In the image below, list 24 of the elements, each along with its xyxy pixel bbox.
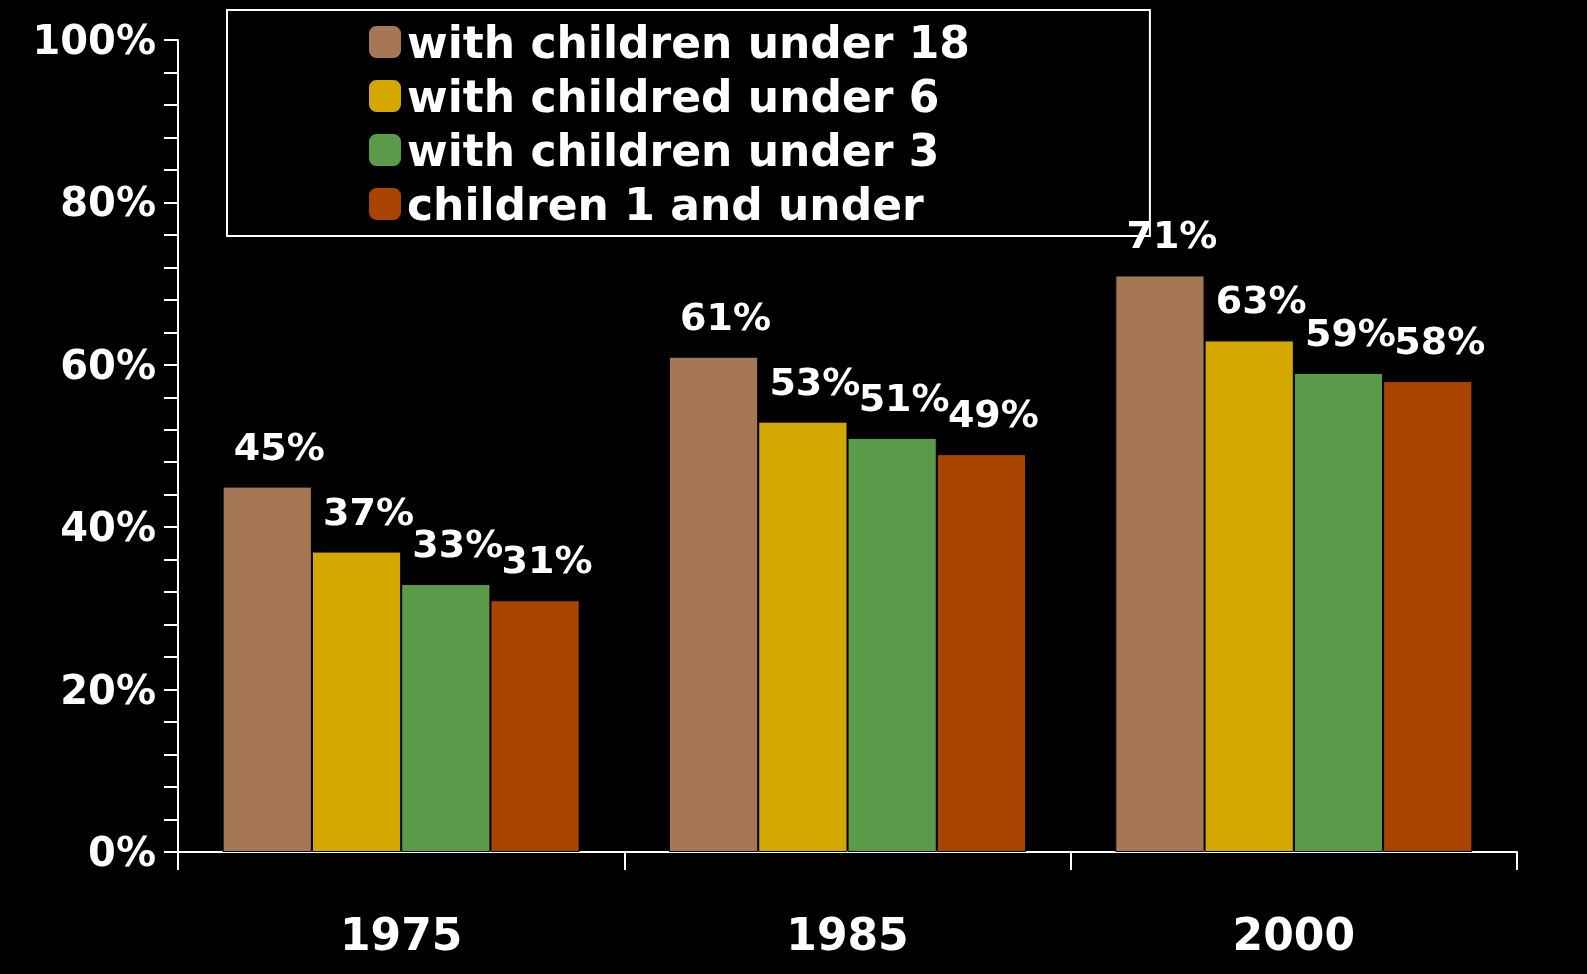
data-label: 53% <box>769 359 861 404</box>
data-label: 61% <box>680 294 772 339</box>
x-tick-label: 2000 <box>1232 908 1356 960</box>
data-label: 71% <box>1126 213 1218 258</box>
x-tick-label: 1975 <box>339 908 463 960</box>
data-label: 59% <box>1304 310 1396 355</box>
x-tick-label: 1985 <box>786 908 909 960</box>
data-label: 31% <box>501 538 593 583</box>
data-label: 45% <box>233 424 325 469</box>
data-label: 58% <box>1394 319 1486 364</box>
data-label: 37% <box>323 489 415 534</box>
y-tick-label: 100% <box>32 17 156 63</box>
legend-label: children 1 and under <box>407 178 924 230</box>
y-tick-label: 60% <box>60 341 156 388</box>
y-tick-label: 40% <box>60 504 156 551</box>
y-tick-label: 0% <box>88 829 156 875</box>
legend-label: with childred under 6 <box>407 70 940 122</box>
legend-label: with children under 18 <box>407 16 970 68</box>
y-tick-label: 20% <box>60 666 156 713</box>
legend-label: with children under 3 <box>407 124 940 176</box>
data-label: 63% <box>1215 278 1307 323</box>
y-tick-label: 80% <box>60 179 156 226</box>
data-label: 51% <box>858 375 950 420</box>
data-label: 33% <box>412 522 504 567</box>
